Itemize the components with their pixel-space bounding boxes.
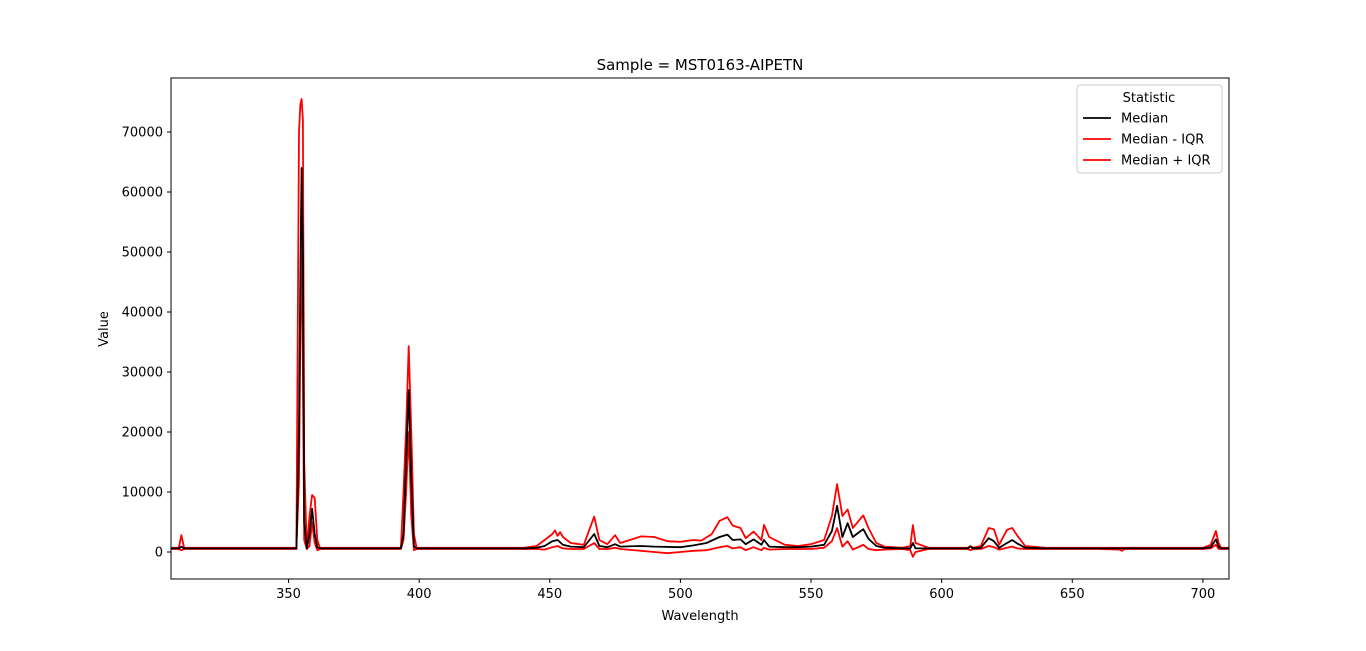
legend-label: Median bbox=[1121, 112, 1168, 127]
y-tick-label: 20000 bbox=[122, 426, 163, 441]
series-line-median-iqr bbox=[171, 98, 1229, 549]
series-line-median-iqr bbox=[171, 227, 1229, 558]
x-tick-label: 700 bbox=[1190, 587, 1215, 602]
x-tick-label: 550 bbox=[799, 587, 824, 602]
x-tick-label: 450 bbox=[537, 587, 562, 602]
legend-title: Statistic bbox=[1123, 91, 1176, 106]
y-tick-label: 30000 bbox=[122, 366, 163, 381]
x-tick-label: 400 bbox=[407, 587, 432, 602]
x-tick-label: 500 bbox=[668, 587, 693, 602]
y-tick-label: 40000 bbox=[122, 306, 163, 321]
y-tick-label: 50000 bbox=[122, 246, 163, 261]
y-axis-label: Value bbox=[97, 311, 112, 347]
y-tick-label: 10000 bbox=[122, 486, 163, 501]
legend-box bbox=[1076, 84, 1223, 174]
x-axis-label: Wavelength bbox=[661, 609, 738, 624]
x-tick-label: 600 bbox=[929, 587, 954, 602]
legend-label: Median + IQR bbox=[1121, 154, 1211, 169]
chart-title: Sample = MST0163-AIPETN bbox=[597, 56, 804, 74]
y-tick-label: 70000 bbox=[122, 126, 163, 141]
axes-frame bbox=[170, 77, 1230, 580]
y-axis: 0 10000 20000 30000 40000 50000 60000 70000 bbox=[122, 126, 171, 561]
legend-label: Median - IQR bbox=[1121, 133, 1204, 148]
x-tick-label: 650 bbox=[1060, 587, 1085, 602]
legend-entries: Median Median - IQR Median + IQR bbox=[1083, 112, 1211, 169]
y-tick-label: 60000 bbox=[122, 186, 163, 201]
plot-area bbox=[171, 98, 1229, 558]
x-axis: 350 400 450 500 550 600 650 700 bbox=[276, 579, 1215, 602]
legend: Statistic Median Median - IQR Median + IQR bbox=[1076, 84, 1223, 174]
x-tick-label: 350 bbox=[276, 587, 301, 602]
series-line-median bbox=[171, 167, 1229, 550]
y-tick-label: 0 bbox=[155, 546, 163, 561]
